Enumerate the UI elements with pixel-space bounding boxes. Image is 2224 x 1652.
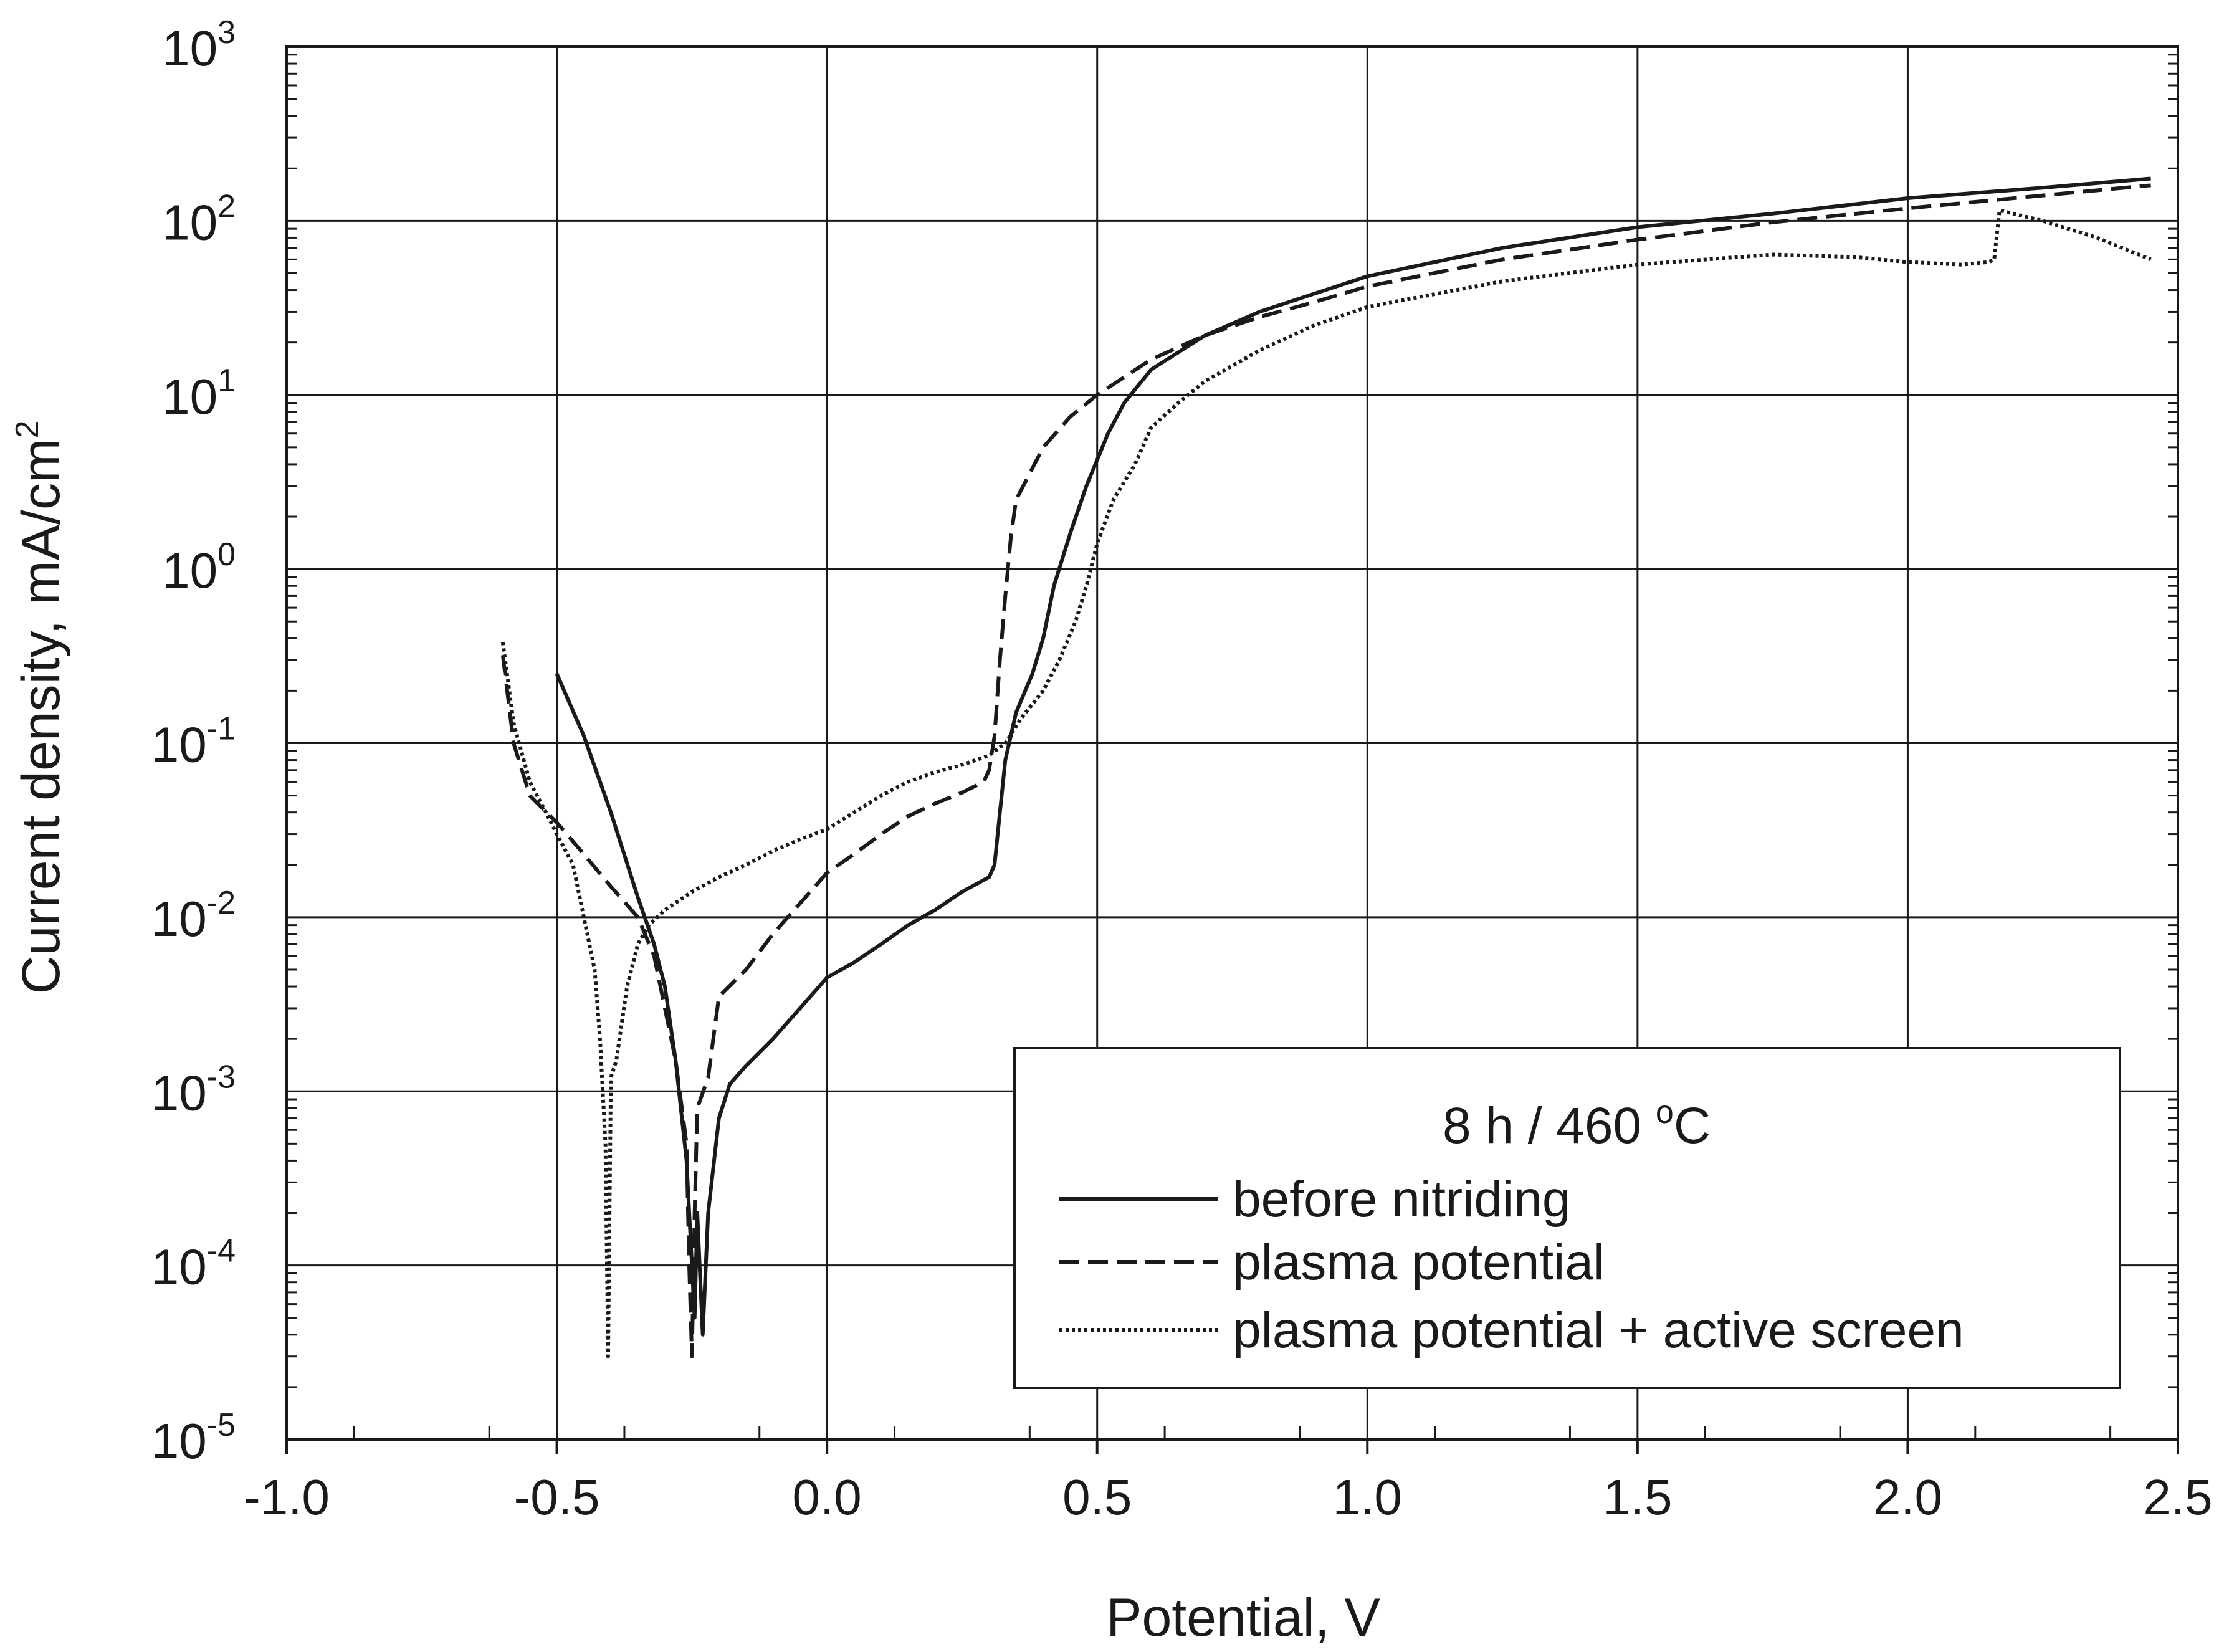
legend-label-plasma-potential-active-screen: plasma potential + active screen <box>1233 1302 1964 1358</box>
x-tick-label: 1.5 <box>1603 1469 1672 1525</box>
y-tick-label: 101 <box>162 363 236 424</box>
minor-ticks <box>285 54 2179 1454</box>
y-tick-label-base: 10 <box>162 194 217 250</box>
legend-label-plasma-potential: plasma potential <box>1233 1234 1605 1291</box>
y-tick-label-base: 10 <box>151 1239 207 1295</box>
series-line-before-nitriding <box>555 176 2151 1337</box>
x-tick-label: 2.0 <box>1873 1469 1942 1525</box>
series-lines <box>500 176 2152 1358</box>
x-axis-title: Potential, V <box>1106 1588 1380 1648</box>
y-tick-label: 100 <box>162 537 236 598</box>
y-axis-title: Current density, mA/cm2 <box>9 420 71 994</box>
y-tick-label-exponent: -5 <box>207 1407 236 1443</box>
x-tick-label: 1.0 <box>1333 1469 1402 1525</box>
y-tick-label: 10-2 <box>151 885 236 947</box>
series-line-plasma-potential <box>500 183 2151 1358</box>
x-tick-label: 0.5 <box>1062 1469 1132 1525</box>
y-tick-label-base: 10 <box>151 891 207 947</box>
grid-lines <box>287 47 2178 1440</box>
y-tick-label: 10-3 <box>151 1059 236 1120</box>
y-tick-label: 10-5 <box>151 1407 236 1469</box>
y-tick-label-base: 10 <box>162 369 217 424</box>
legend-title-text: 8 h / 460 <box>1443 1097 1656 1154</box>
legend-title-unit: C <box>1674 1097 1711 1154</box>
y-tick-label-base: 10 <box>151 1065 207 1120</box>
y-tick-label: 10-4 <box>151 1233 236 1295</box>
series-line-plasma-potential-active-screen <box>500 208 2152 1358</box>
y-tick-label: 102 <box>162 188 236 250</box>
y-axis-title-text: Current density, mA/cm <box>11 438 71 994</box>
y-tick-label: 103 <box>162 14 236 76</box>
legend-label-before-nitriding: before nitriding <box>1233 1171 1570 1228</box>
x-tick-label: -0.5 <box>514 1469 600 1525</box>
legend: 8 h / 460 oC before nitriding plasma pot… <box>1013 1047 2121 1389</box>
y-tick-label-exponent: -2 <box>207 885 236 921</box>
x-axis-tick-labels: -1.0 -0.5 0.0 0.5 1.0 1.5 2.0 2.5 <box>244 1469 2213 1525</box>
y-tick-label-exponent: -1 <box>207 711 236 747</box>
x-tick-label: 2.5 <box>2143 1469 2212 1525</box>
y-tick-label-base: 10 <box>162 21 217 76</box>
y-tick-label-exponent: 1 <box>217 363 236 399</box>
y-tick-label-base: 10 <box>151 1413 207 1469</box>
y-tick-label-exponent: -3 <box>207 1059 236 1095</box>
legend-title: 8 h / 460 oC <box>1443 1094 1711 1154</box>
y-axis-title-superscript: 2 <box>9 420 45 438</box>
x-tick-label: -1.0 <box>244 1469 330 1525</box>
y-tick-label-exponent: -4 <box>207 1233 236 1269</box>
y-tick-label-exponent: 3 <box>217 14 236 50</box>
y-tick-label-exponent: 0 <box>217 537 236 573</box>
x-tick-label: 0.0 <box>793 1469 862 1525</box>
y-tick-label: 10-1 <box>151 711 236 773</box>
y-tick-label-base: 10 <box>162 543 217 598</box>
y-tick-label-base: 10 <box>151 717 207 773</box>
plot-area-frame <box>285 45 2179 1441</box>
legend-title-degree: o <box>1656 1094 1674 1130</box>
y-tick-label-exponent: 2 <box>217 188 236 224</box>
